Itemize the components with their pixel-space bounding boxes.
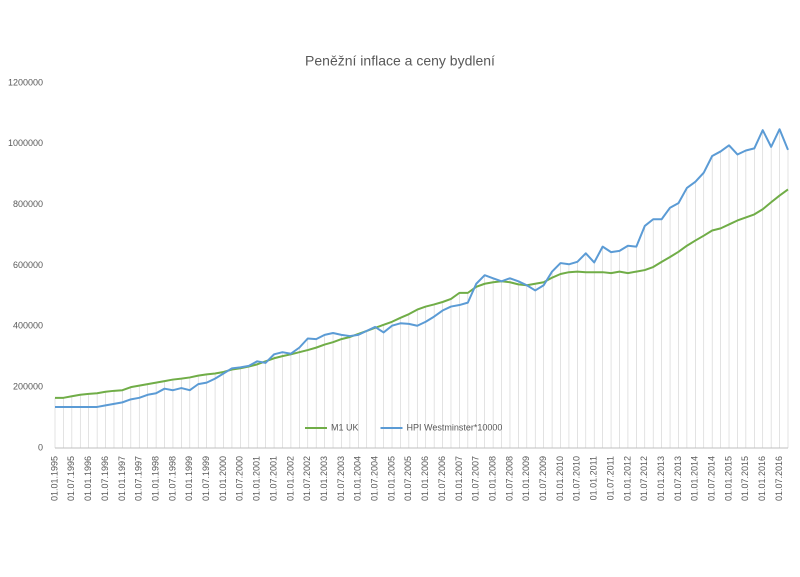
x-tick-label: 01.07.1997 (134, 456, 144, 501)
x-tick-label: 01.07.2008 (504, 456, 514, 501)
x-tick-label: 01.07.2012 (639, 456, 649, 501)
x-tick-label: 01.07.2002 (302, 456, 312, 501)
series-line (55, 128, 789, 408)
y-tick-label: 200000 (13, 382, 43, 392)
series-line (55, 188, 789, 399)
x-tick-label: 01.07.1995 (66, 456, 76, 501)
y-tick-label: 1200000 (8, 77, 43, 87)
y-tick-label: 800000 (13, 199, 43, 209)
x-tick-label: 01.01.1995 (49, 456, 59, 501)
x-tick-label: 01.01.2014 (690, 456, 700, 501)
y-tick-label: 400000 (13, 321, 43, 331)
legend-label: M1 UK (331, 422, 359, 432)
x-tick-label: 01.07.2005 (403, 456, 413, 501)
x-tick-label: 01.01.2016 (757, 456, 767, 501)
x-tick-label: 01.07.2010 (572, 456, 582, 501)
y-tick-label: 0 (38, 442, 43, 452)
x-tick-label: 01.01.2006 (420, 456, 430, 501)
x-tick-label: 01.01.2012 (622, 456, 632, 501)
x-tick-label: 01.01.1998 (150, 456, 160, 501)
x-tick-label: 01.07.1996 (100, 456, 110, 501)
x-tick-label: 01.01.2010 (555, 456, 565, 501)
x-tick-label: 01.01.1999 (184, 456, 194, 501)
x-tick-label: 01.01.2008 (487, 456, 497, 501)
x-tick-label: 01.07.2007 (471, 456, 481, 501)
x-tick-label: 01.07.2001 (268, 456, 278, 501)
x-tick-label: 01.01.2007 (454, 456, 464, 501)
x-tick-label: 01.07.2016 (774, 456, 784, 501)
x-tick-label: 01.01.2005 (386, 456, 396, 501)
x-tick-label: 01.01.2013 (656, 456, 666, 501)
x-tick-label: 01.01.1996 (83, 456, 93, 501)
x-tick-label: 01.01.2003 (319, 456, 329, 501)
x-tick-label: 01.07.1998 (167, 456, 177, 501)
x-tick-label: 01.01.1997 (117, 456, 127, 501)
y-tick-label: 600000 (13, 260, 43, 270)
x-tick-label: 01.01.2011 (589, 456, 599, 500)
x-tick-label: 01.01.2002 (285, 456, 295, 501)
x-tick-label: 01.07.2015 (740, 456, 750, 501)
x-tick-label: 01.07.2003 (336, 456, 346, 501)
x-tick-label: 01.07.2004 (370, 456, 380, 501)
x-tick-label: 01.07.2009 (538, 456, 548, 501)
y-tick-label: 1000000 (8, 138, 43, 148)
x-tick-label: 01.01.2004 (353, 456, 363, 501)
x-tick-label: 01.01.2000 (218, 456, 228, 501)
x-tick-label: 01.07.1999 (201, 456, 211, 501)
legend-label: HPI Westminster*10000 (407, 422, 503, 432)
chart-title: Peněžní inflace a ceny bydlení (305, 53, 495, 69)
x-tick-label: 01.07.2013 (673, 456, 683, 501)
x-tick-label: 01.07.2011 (605, 456, 615, 500)
x-tick-label: 01.01.2015 (723, 456, 733, 501)
x-tick-label: 01.07.2014 (707, 456, 717, 501)
x-tick-label: 01.01.2001 (252, 456, 262, 501)
x-tick-label: 01.07.2006 (437, 456, 447, 501)
x-tick-label: 01.07.2000 (235, 456, 245, 501)
x-tick-label: 01.01.2009 (521, 456, 531, 501)
